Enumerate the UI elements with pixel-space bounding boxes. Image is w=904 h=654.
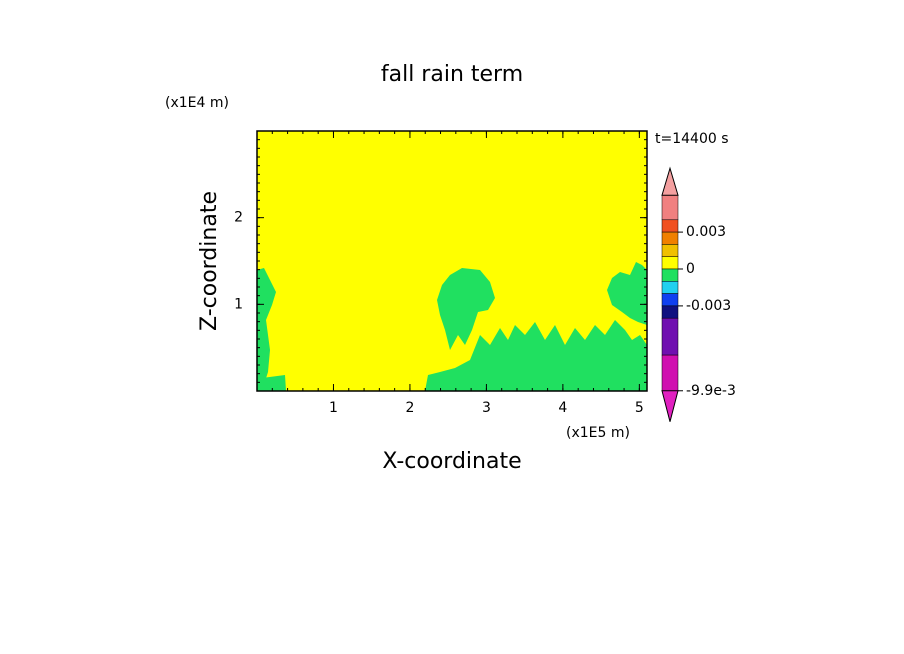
colorbar-segment xyxy=(661,354,679,392)
colorbar-segment xyxy=(661,219,679,233)
x-tick-label: 5 xyxy=(635,400,644,416)
x-unit: (x1E5 m) xyxy=(566,425,630,441)
y-unit: (x1E4 m) xyxy=(165,95,229,111)
colorbar-tick-label: 0.003 xyxy=(686,224,726,240)
x-tick-label: 4 xyxy=(558,400,567,416)
contour-region xyxy=(610,330,628,372)
x-tick-label: 2 xyxy=(405,400,414,416)
chart-title: fall rain term xyxy=(381,62,523,87)
contour-region xyxy=(425,320,647,391)
contour-region xyxy=(257,268,276,391)
x-axis-label: X-coordinate xyxy=(382,449,521,474)
colorbar-segment xyxy=(661,305,679,319)
contour-region xyxy=(607,262,647,325)
colorbar-segment xyxy=(661,281,679,294)
contour-region xyxy=(437,268,495,350)
y-tick-label: 2 xyxy=(234,210,243,226)
colorbar-segment xyxy=(661,244,679,257)
colorbar-segment xyxy=(661,293,679,307)
colorbar-segment xyxy=(661,256,679,270)
colorbar-tick-label: 0 xyxy=(686,261,695,277)
colorbar-extend xyxy=(661,390,679,422)
contour-region xyxy=(262,375,286,391)
colorbar-segment xyxy=(661,268,679,282)
y-axis-label: Z-coordinate xyxy=(197,191,222,331)
x-tick-label: 1 xyxy=(329,400,338,416)
colorbar-tick-label: -0.003 xyxy=(686,298,731,314)
x-tick-label: 3 xyxy=(482,400,491,416)
colorbar-segment xyxy=(661,194,679,221)
colorbar-extend xyxy=(661,166,679,196)
colorbar-tick-label: -9.9e-3 xyxy=(686,383,736,399)
colorbar-segment xyxy=(661,231,679,245)
time-label: t=14400 s xyxy=(655,131,729,147)
colorbar-segment xyxy=(661,317,679,356)
y-tick-label: 1 xyxy=(234,296,243,312)
